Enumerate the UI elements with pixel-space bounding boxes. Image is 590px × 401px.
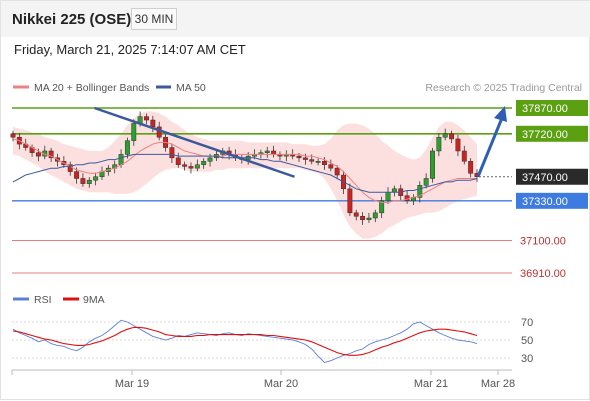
candle-body [417,185,423,198]
candle-body [182,164,188,167]
candle-body [366,217,372,220]
candle-body [188,166,194,169]
rsi-line [12,319,478,364]
candle-body [372,212,378,219]
price-label-box-1 [516,125,588,142]
candle-body [296,155,302,159]
candle-body [131,123,137,141]
header-bar: Nikkei 225 (OSE) 30 MIN [1,1,590,37]
candle-body [201,161,207,165]
candle-body [48,150,54,159]
candle-body [271,150,277,155]
ma50-line [12,153,478,193]
candle-body [449,133,455,140]
downtrend-line [94,106,295,178]
rsi-tick-label: 70 [521,317,533,329]
candle-body [442,133,448,138]
price-level-labels: 37870.00 37720.00 37470.00 37330.00 37100.00… [516,100,588,280]
candle-body [175,157,181,165]
timeframe-button[interactable]: 30 MIN [131,8,177,30]
candle-body [118,154,124,165]
price-label-4: 37100.00 [520,235,566,247]
price-label-box-3 [516,192,588,209]
candle-body [10,133,16,138]
candle-body [194,164,200,169]
ma20-line [12,138,477,203]
trendline-group [94,106,507,178]
legend-label-9ma: 9MA [83,294,105,306]
candle-body [322,161,327,165]
price-label-2: 37470.00 [522,172,568,184]
candle-body [80,178,86,184]
price-label-3: 37330.00 [522,196,568,208]
candle-body [334,167,340,176]
candle-body [144,116,149,121]
candle-body [360,216,366,220]
candle-body [353,212,359,217]
legend-label-ma20: MA 20 + Bollinger Bands [34,82,149,94]
candle-body [86,179,92,184]
legend-label-ma50: MA 50 [176,82,206,94]
price-label-1: 37720.00 [522,129,568,141]
timestamp: Friday, March 21, 2025 7:14:07 AM CET [14,42,246,57]
x-axis: Mar 19 Mar 20 Mar 21 Mar 28 [11,370,515,390]
candle-body [328,164,334,169]
candle-body [124,140,130,155]
candle-body [455,138,461,152]
legend-label-rsi: RSI [34,294,52,306]
candle-body [35,152,41,157]
moving-averages [12,138,478,203]
candle-body [436,136,442,152]
x-tick-label: Mar 19 [115,378,149,390]
projection-arrow-head [494,106,507,122]
candle-body [93,176,99,181]
projection-arrow [476,117,504,178]
credit-text: Research © 2025 Trading Central [425,82,582,94]
rsi-tick-label: 50 [521,335,533,347]
candle-body [379,200,385,214]
rsi-panel: 70 50 30 [12,317,533,365]
candle-body [315,161,321,163]
candle-body [74,171,80,179]
candle-body [169,147,175,159]
rsi-tick-label: 30 [521,353,533,365]
candle-body [347,188,353,214]
candle-body [207,157,213,162]
price-label-box-2 [516,168,588,185]
candle-body [461,150,467,162]
rsi-9ma-line [12,326,478,356]
candle-body [309,159,315,162]
instrument-title: Nikkei 225 (OSE) [12,11,132,28]
price-label-box-0 [516,100,588,116]
candle-body [150,119,156,128]
candle-body [264,150,270,153]
candle-body [302,157,308,160]
x-tick-label: Mar 20 [264,378,298,390]
price-label-0: 37870.00 [522,103,568,115]
candle-body [423,178,429,186]
price-label-5: 36910.00 [520,268,566,280]
x-tick-label: Mar 28 [481,378,515,390]
candle-body [430,150,435,179]
candle-body [468,161,474,174]
x-tick-label: Mar 21 [414,378,448,390]
candle-body [385,191,391,202]
